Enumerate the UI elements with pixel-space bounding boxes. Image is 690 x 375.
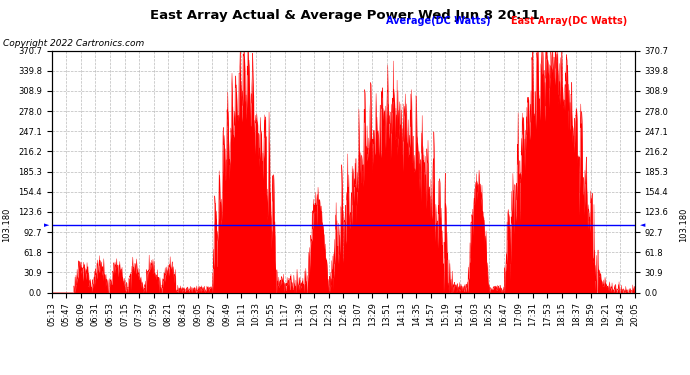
- Text: Copyright 2022 Cartronics.com: Copyright 2022 Cartronics.com: [3, 39, 145, 48]
- Text: 103.180: 103.180: [679, 208, 688, 242]
- Text: East Array(DC Watts): East Array(DC Watts): [511, 16, 627, 26]
- Text: 103.180: 103.180: [2, 208, 11, 242]
- Text: ◄: ◄: [640, 222, 646, 228]
- Text: Average(DC Watts): Average(DC Watts): [386, 16, 491, 26]
- Text: ►: ►: [44, 222, 50, 228]
- Text: East Array Actual & Average Power Wed Jun 8 20:11: East Array Actual & Average Power Wed Ju…: [150, 9, 540, 22]
